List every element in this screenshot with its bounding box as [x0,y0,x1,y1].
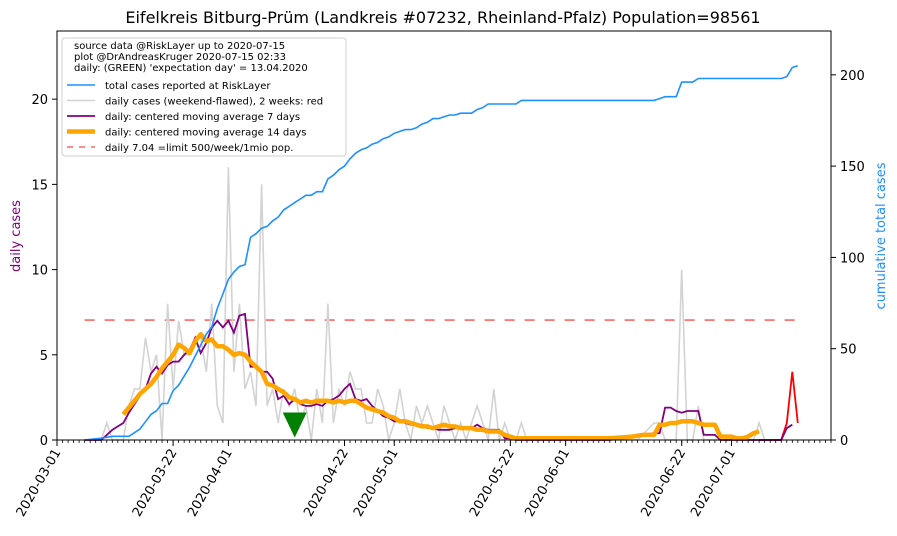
legend-box [61,37,347,157]
x-tick-label: 2020-05-01 [351,447,402,520]
total-cases-line [84,64,799,441]
y-axis-left-label: daily cases [9,200,24,272]
y-right-tick-label: 50 [840,343,857,358]
series-layer [84,64,799,443]
legend-label: daily: centered moving average 7 days [105,112,300,123]
x-tick-label: 2020-03-01 [14,447,65,520]
y-left-tick-label: 10 [31,264,48,279]
expectation-day-marker [282,412,307,438]
x-tick-label: 2020-07-01 [688,447,739,520]
legend-header-line: plot @DrAndreasKruger 2020-07-15 02:33 [74,52,286,63]
x-tick-label: 2020-06-22 [638,447,689,520]
x-tick-label: 2020-06-01 [522,447,573,520]
legend-label: total cases reported at RiskLayer [105,81,271,92]
x-tick-label: 2020-04-01 [185,447,236,520]
moving-average-7-line [84,312,793,441]
y-right-tick-label: 200 [840,69,865,84]
daily-cases-line [84,167,776,443]
y-right-tick-label: 0 [840,434,848,449]
moving-average-14-line [121,332,760,441]
y-right-tick-label: 150 [840,160,865,175]
y-left-tick-label: 0 [40,434,48,449]
daily-cases-recent-line [759,371,799,441]
legend-label: daily cases (weekend-flawed), 2 weeks: r… [105,97,323,108]
legend-header-line: daily: (GREEN) 'expectation day' = 13.04… [74,63,308,74]
x-tick-label: 2020-04-22 [301,447,352,520]
y-left-tick-label: 5 [40,349,48,364]
x-tick-label: 2020-05-22 [467,447,518,520]
legend-header-line: source data @RiskLayer up to 2020-07-15 [74,41,285,52]
legend: source data @RiskLayer up to 2020-07-15p… [61,37,347,157]
y-axis-right-label: cumulative total cases [874,162,889,309]
chart-title: Eifelkreis Bitburg-Prüm (Landkreis #0723… [125,8,760,27]
y-left-tick-label: 20 [31,93,48,108]
y-left-tick-label: 15 [31,178,48,193]
y-right-tick-label: 100 [840,251,865,266]
x-tick-label: 2020-03-22 [130,447,181,520]
legend-label: daily 7.04 =limit 500/week/1mio pop. [105,143,293,154]
legend-label: daily: centered moving average 14 days [105,128,306,139]
